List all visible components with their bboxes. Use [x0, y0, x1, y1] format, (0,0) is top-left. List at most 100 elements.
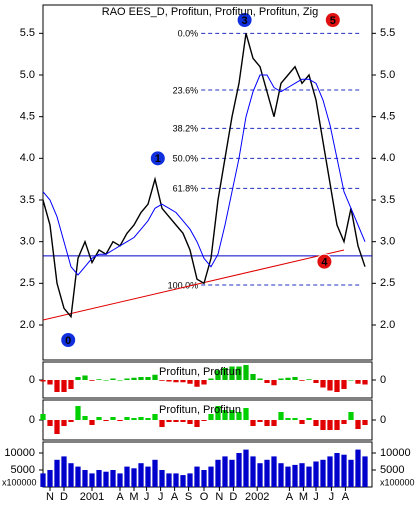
bar [264, 420, 270, 426]
x-tick-label: O [200, 491, 209, 503]
bar [236, 452, 242, 487]
bar [68, 420, 74, 422]
bar [194, 420, 200, 427]
y-tick-label: 5.5 [380, 27, 395, 39]
bar [362, 380, 368, 385]
x-tick-label: A [171, 491, 179, 503]
y-tick-label: 2.5 [380, 277, 395, 289]
bar [145, 377, 151, 380]
bar [82, 469, 88, 487]
bar [117, 420, 123, 421]
y-tick-label: 5000 [11, 464, 35, 476]
bar [124, 378, 130, 380]
bar [306, 379, 312, 380]
bar [215, 459, 221, 487]
bar [201, 380, 207, 385]
x-tick-label: N [46, 491, 54, 503]
bar [166, 380, 172, 382]
bar [159, 420, 165, 427]
bar [96, 417, 102, 420]
panel-frame [42, 441, 373, 488]
bar [292, 377, 298, 380]
bar [215, 370, 221, 380]
bar [243, 408, 249, 420]
bar [138, 463, 144, 487]
x-tick-label: N [215, 491, 223, 503]
bar [257, 420, 263, 422]
bar [103, 380, 109, 381]
bar [271, 420, 277, 426]
y-tick-label: 0 [380, 414, 386, 426]
bar [173, 420, 179, 422]
bar [152, 459, 158, 487]
bar [327, 456, 333, 487]
x-tick-label: 2001 [80, 491, 104, 503]
wave-label: 4 [321, 257, 328, 269]
bar [355, 449, 361, 487]
bar [68, 463, 74, 487]
bar [194, 380, 200, 387]
bar [47, 420, 53, 426]
bar [264, 459, 270, 487]
x-tick-label: D [60, 491, 68, 503]
bar [327, 420, 333, 430]
bar [348, 459, 354, 487]
y-tick-label: 4.0 [20, 152, 35, 164]
price-line [42, 33, 366, 319]
bar [299, 463, 305, 487]
x-tick-label: J [158, 491, 164, 503]
bar [341, 420, 347, 424]
bar [285, 466, 291, 487]
bar [222, 410, 228, 420]
bar [187, 380, 193, 384]
bar [348, 412, 354, 420]
bar [278, 378, 284, 380]
bar [54, 420, 60, 434]
bar [271, 456, 277, 487]
bar [110, 417, 116, 420]
bar [89, 420, 95, 425]
bar [348, 380, 354, 381]
bar [54, 380, 60, 392]
bar [229, 459, 235, 487]
y-tick-label: 0 [29, 414, 35, 426]
bar [75, 377, 81, 380]
bar [180, 380, 186, 383]
bar [173, 473, 179, 487]
y-tick-label: 10000 [4, 447, 35, 459]
y-tick-label: 5.0 [380, 69, 395, 81]
bar [208, 378, 214, 380]
bar [110, 469, 116, 487]
bar [313, 380, 319, 383]
wave-marker [236, 12, 253, 28]
bar [82, 375, 88, 380]
y-tick-label: 2.0 [20, 319, 35, 331]
bar [180, 475, 186, 487]
bar [75, 406, 81, 420]
bar [152, 374, 158, 380]
bar [292, 464, 298, 487]
bar [82, 416, 88, 420]
bar [187, 420, 193, 424]
bar [96, 469, 102, 487]
bar [54, 459, 60, 487]
bar [362, 456, 368, 487]
bar [131, 418, 137, 420]
wave-label: 5 [330, 15, 336, 27]
bar [145, 466, 151, 487]
panel-title: Profitun, Profitun [159, 366, 241, 378]
wave-label: 3 [242, 15, 248, 27]
x-tick-label: J [329, 491, 335, 503]
bar [166, 420, 172, 422]
bar [236, 366, 242, 380]
price-line [42, 74, 366, 276]
y-tick-label: 3.5 [20, 194, 35, 206]
y-tick-label: 0 [380, 374, 386, 386]
bar [145, 418, 151, 420]
bar [250, 420, 256, 426]
bar [243, 449, 249, 487]
y-tick-label: 5000 [380, 464, 404, 476]
bar [313, 420, 319, 426]
